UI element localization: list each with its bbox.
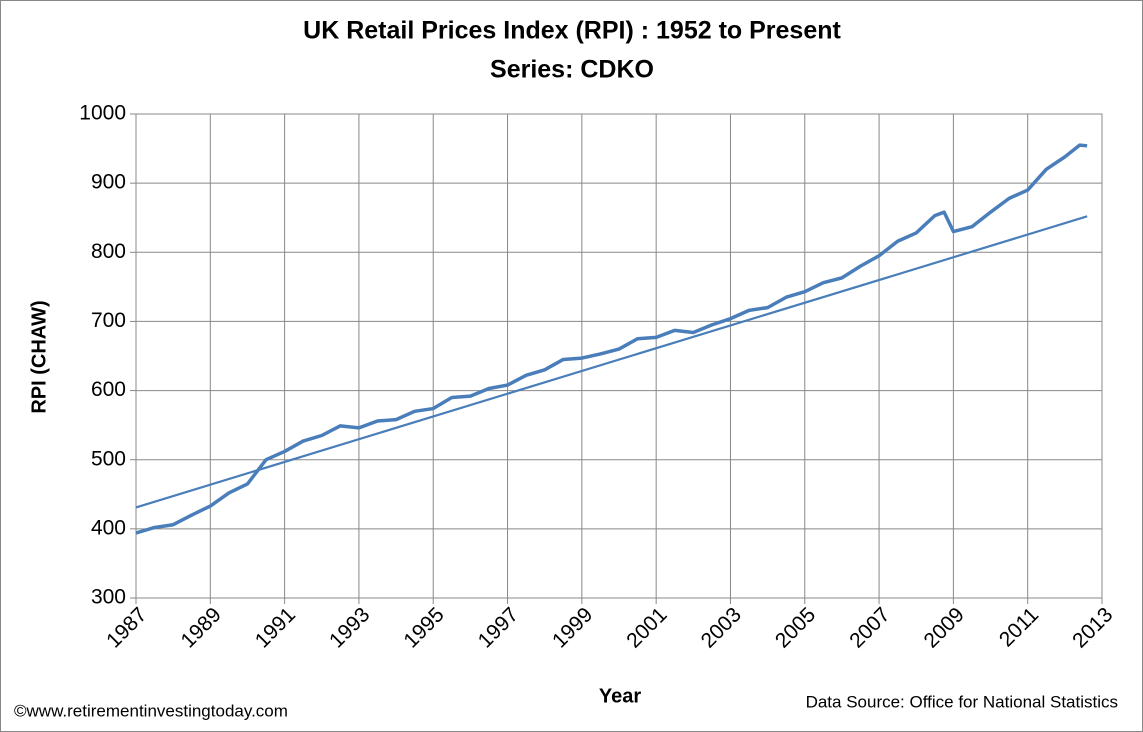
data-line	[135, 143, 1088, 535]
chart-title: UK Retail Prices Index (RPI) : 1952 to P…	[303, 17, 841, 45]
y-tick-label: 300	[91, 586, 126, 609]
data-line	[135, 215, 1088, 509]
y-tick-label: 600	[91, 378, 126, 401]
source-note: Data Source: Office for National Statist…	[806, 692, 1118, 711]
y-tick-label: 500	[91, 447, 126, 470]
y-axis-label: RPI (CHAW)	[28, 300, 50, 413]
y-tick-label: 900	[91, 171, 126, 194]
y-tick-label: 400	[91, 516, 126, 539]
copyright-note: ©www.retirementinvestingtoday.com	[14, 701, 288, 720]
x-axis-label: Year	[599, 685, 641, 707]
chart-subtitle: Series: CDKO	[490, 56, 654, 84]
y-tick-label: 700	[91, 309, 126, 332]
y-tick-label: 800	[91, 240, 126, 263]
y-tick-label: 1000	[79, 102, 126, 125]
